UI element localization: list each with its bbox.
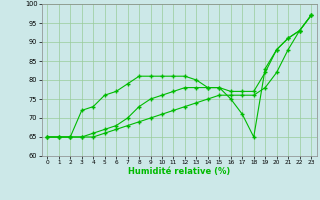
- X-axis label: Humidité relative (%): Humidité relative (%): [128, 167, 230, 176]
